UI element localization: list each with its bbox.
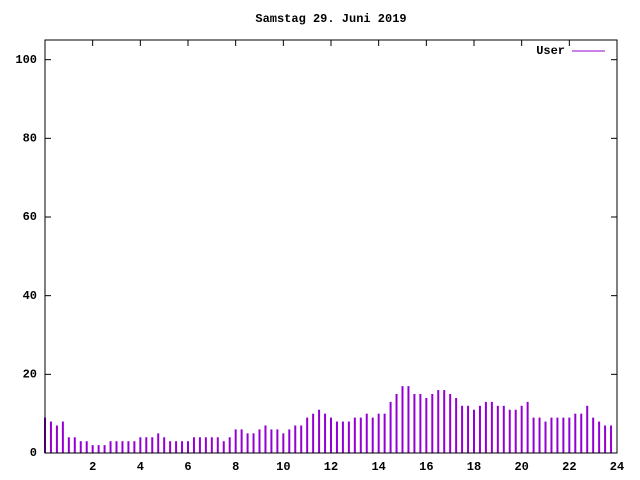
x-tick-label: 4 xyxy=(137,460,144,474)
y-tick-label: 100 xyxy=(15,53,37,67)
plot-frame xyxy=(44,39,618,454)
y-tick-label: 20 xyxy=(23,368,37,382)
x-tick-label: 20 xyxy=(514,460,528,474)
y-tick-label: 40 xyxy=(23,289,37,303)
x-tick-label: 14 xyxy=(371,460,385,474)
x-tick-label: 10 xyxy=(276,460,290,474)
x-tick-label: 24 xyxy=(610,460,624,474)
y-tick-label: 80 xyxy=(23,132,37,146)
x-tick-label: 22 xyxy=(562,460,576,474)
y-tick-label: 0 xyxy=(30,446,37,460)
x-tick-label: 12 xyxy=(324,460,338,474)
x-tick-label: 8 xyxy=(232,460,239,474)
y-tick-label: 60 xyxy=(23,210,37,224)
x-tick-label: 2 xyxy=(89,460,96,474)
x-tick-label: 16 xyxy=(419,460,433,474)
chart-title: Samstag 29. Juni 2019 xyxy=(255,12,406,26)
x-tick-label: 6 xyxy=(184,460,191,474)
legend-label: User xyxy=(536,44,565,58)
x-tick-label: 18 xyxy=(467,460,481,474)
